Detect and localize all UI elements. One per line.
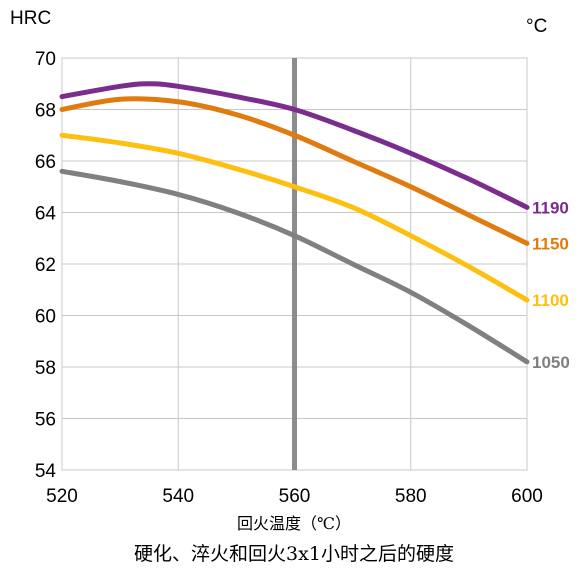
series-line-1100	[59, 132, 530, 303]
x-axis-label: 回火温度（℃）	[237, 514, 351, 533]
series-label-1150: 1150	[532, 234, 569, 253]
series-unit-label: °C	[526, 16, 547, 37]
y-tick-label: 68	[35, 101, 56, 122]
y-tick-labels: 54 56 58 60 62 64 66 68 70	[35, 49, 57, 482]
x-tick-label: 540	[162, 486, 194, 507]
series-lines	[59, 81, 530, 365]
x-tick-label: 560	[279, 486, 311, 507]
series-line-1150	[59, 96, 530, 246]
series-line-1050	[59, 168, 530, 365]
series-label-1190: 1190	[532, 198, 569, 217]
y-tick-label: 64	[35, 204, 57, 225]
x-tick-labels: 520 540 560 580 600	[46, 486, 543, 507]
series-labels: 1190 1150 1100 1050	[532, 198, 570, 372]
y-tick-label: 66	[35, 152, 56, 173]
y-tick-label: 62	[35, 255, 56, 276]
y-tick-label: 56	[35, 410, 56, 431]
x-tick-label: 600	[511, 486, 543, 507]
y-tick-label: 54	[35, 461, 57, 482]
series-label-1050: 1050	[532, 353, 570, 372]
chart-caption: 硬化、淬火和回火3x1小时之后的硬度	[134, 543, 454, 565]
y-tick-label: 58	[35, 358, 56, 379]
y-tick-label: 70	[35, 49, 56, 70]
y-axis-unit-label: HRC	[10, 8, 51, 29]
series-label-1100: 1100	[532, 291, 569, 310]
series-line-1190	[59, 81, 530, 210]
y-tick-label: 60	[35, 307, 56, 328]
x-tick-label: 520	[46, 486, 78, 507]
x-tick-label: 580	[395, 486, 427, 507]
